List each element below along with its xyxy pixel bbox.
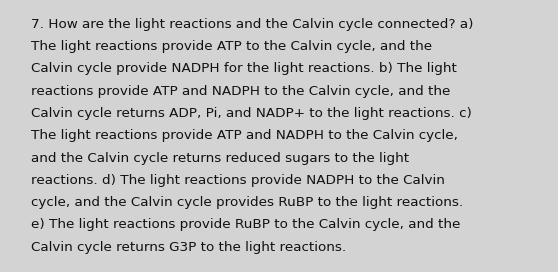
Text: e) The light reactions provide RuBP to the Calvin cycle, and the: e) The light reactions provide RuBP to t… [31, 218, 460, 231]
Text: reactions provide ATP and NADPH to the Calvin cycle, and the: reactions provide ATP and NADPH to the C… [31, 85, 450, 98]
Text: cycle, and the Calvin cycle provides RuBP to the light reactions.: cycle, and the Calvin cycle provides RuB… [31, 196, 463, 209]
Text: reactions. d) The light reactions provide NADPH to the Calvin: reactions. d) The light reactions provid… [31, 174, 445, 187]
Text: Calvin cycle provide NADPH for the light reactions. b) The light: Calvin cycle provide NADPH for the light… [31, 62, 456, 75]
Text: The light reactions provide ATP and NADPH to the Calvin cycle,: The light reactions provide ATP and NADP… [31, 129, 458, 142]
Text: The light reactions provide ATP to the Calvin cycle, and the: The light reactions provide ATP to the C… [31, 40, 432, 53]
Text: 7. How are the light reactions and the Calvin cycle connected? a): 7. How are the light reactions and the C… [31, 18, 473, 31]
Text: Calvin cycle returns G3P to the light reactions.: Calvin cycle returns G3P to the light re… [31, 241, 346, 254]
Text: Calvin cycle returns ADP, Pi, and NADP+ to the light reactions. c): Calvin cycle returns ADP, Pi, and NADP+ … [31, 107, 472, 120]
Text: and the Calvin cycle returns reduced sugars to the light: and the Calvin cycle returns reduced sug… [31, 152, 409, 165]
